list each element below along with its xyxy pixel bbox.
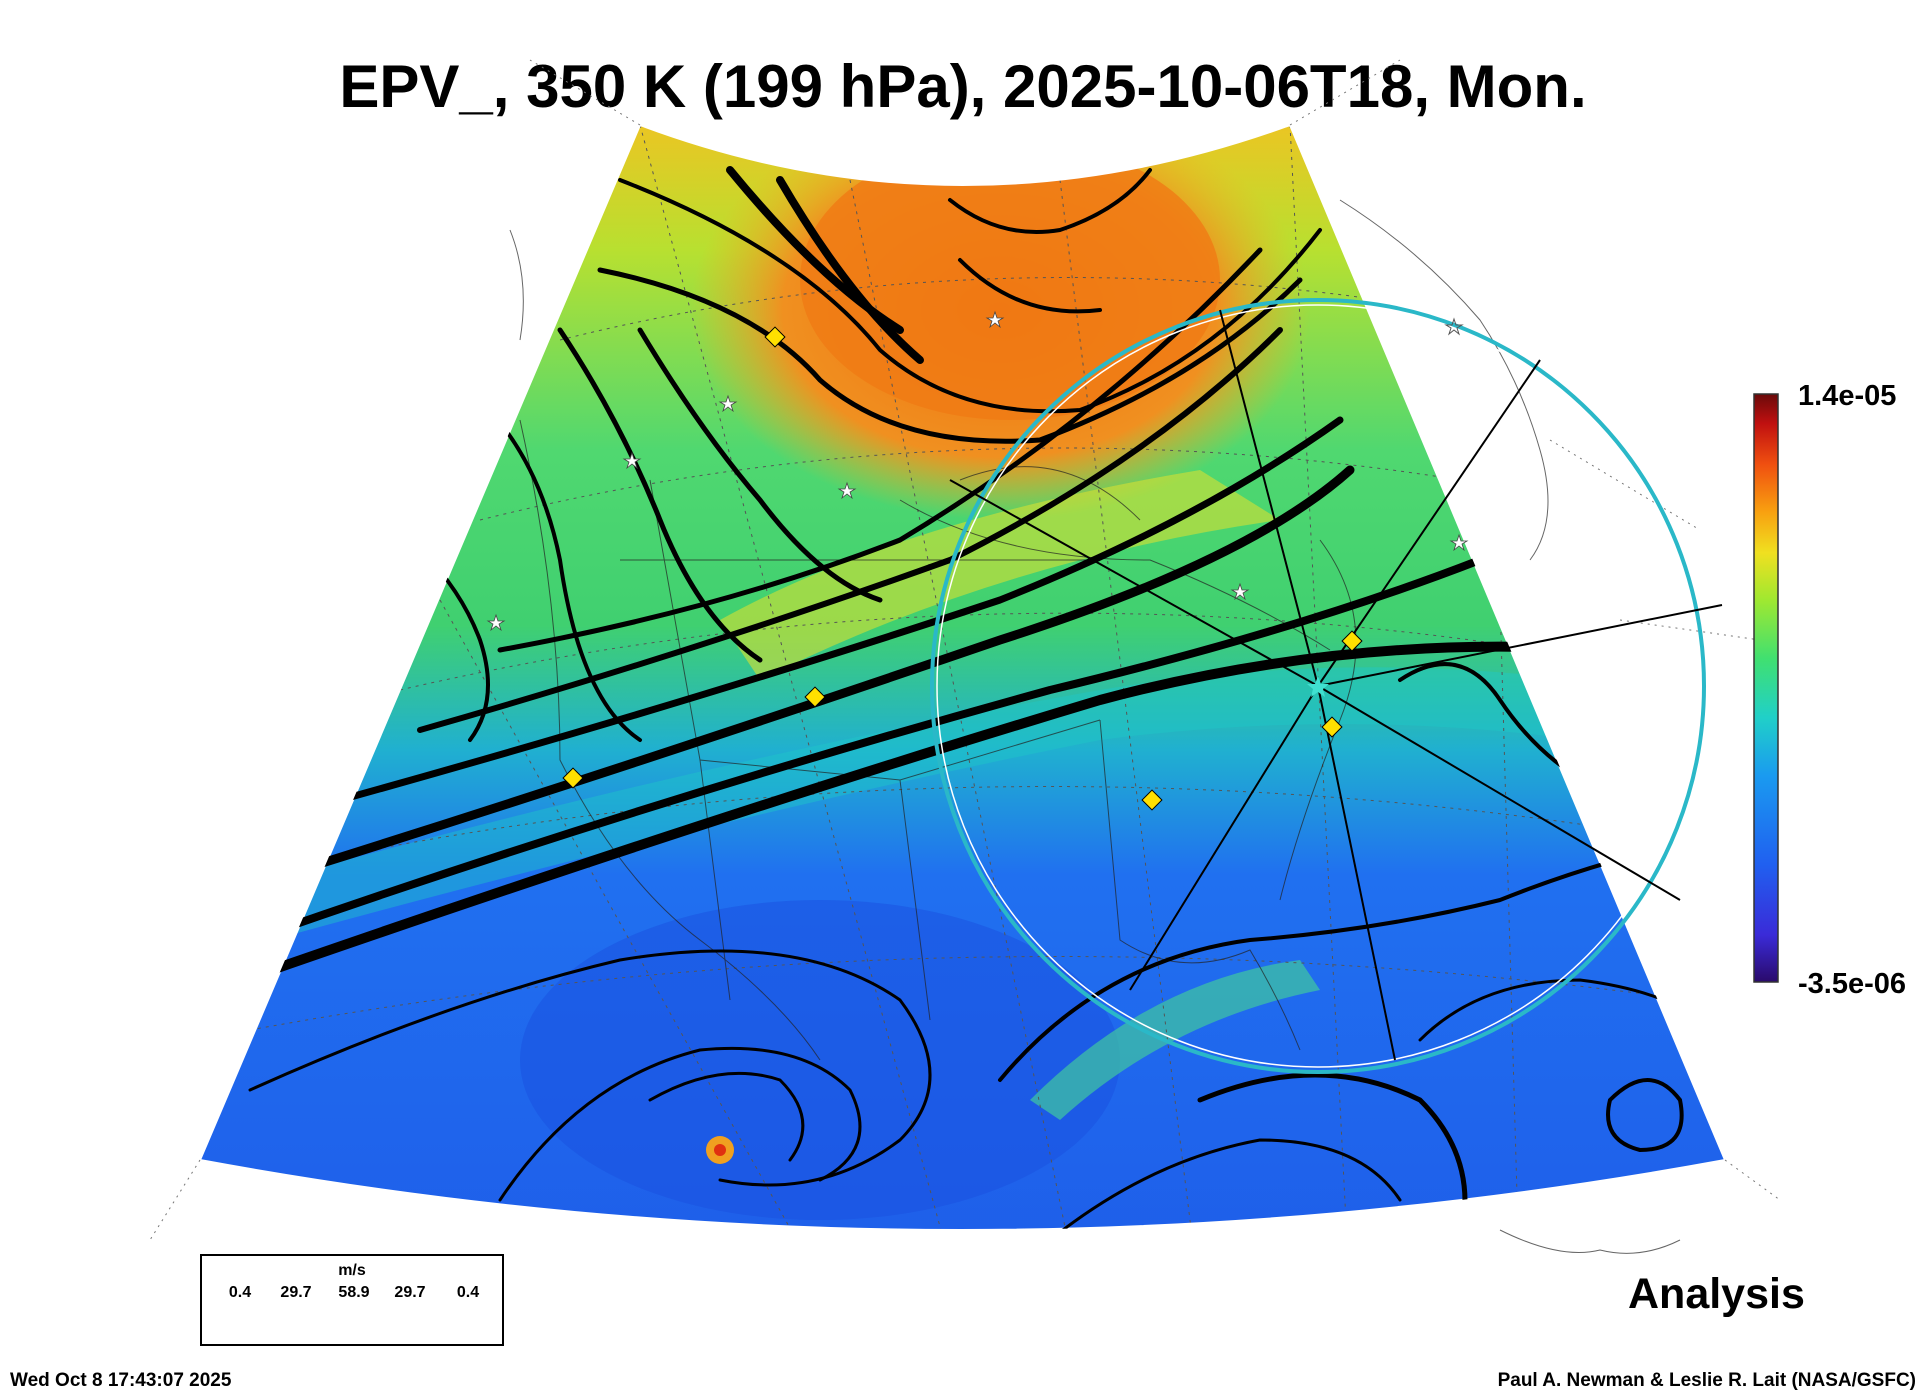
star-markers xyxy=(486,310,1469,632)
plot-title: EPV_, 350 K (199 hPa), 2025-10-06T18, Mo… xyxy=(339,53,1587,120)
colorbar xyxy=(1753,393,1779,983)
wind-legend-value: 0.4 xyxy=(456,1284,480,1301)
footer-timestamp: Wed Oct 8 17:43:07 2025 xyxy=(10,1370,232,1391)
wind-legend-value: 0.4 xyxy=(228,1284,252,1301)
radial-lines xyxy=(949,309,1723,1061)
station-markers xyxy=(562,326,1363,811)
wind-legend-unit: m/s xyxy=(338,1262,366,1279)
colorbar-min-label: -3.5e-06 xyxy=(1798,968,1907,1000)
center-star xyxy=(1307,676,1329,697)
colorbar-max-label: 1.4e-05 xyxy=(1798,380,1897,412)
footer-credit: Paul A. Newman & Leslie R. Lait (NASA/GS… xyxy=(1497,1370,1916,1391)
wind-legend-value: 58.9 xyxy=(338,1284,370,1301)
wind-legend: m/s 0.4 29.7 58.9 29.7 0.4 xyxy=(200,1254,504,1346)
wind-legend-value: 29.7 xyxy=(280,1284,312,1301)
epv-field xyxy=(200,125,1725,1230)
range-circle xyxy=(930,298,1706,1074)
wind-legend-value: 29.7 xyxy=(394,1284,426,1301)
star-marker-outline xyxy=(1444,317,1464,336)
analysis-label: Analysis xyxy=(1628,1270,1805,1318)
